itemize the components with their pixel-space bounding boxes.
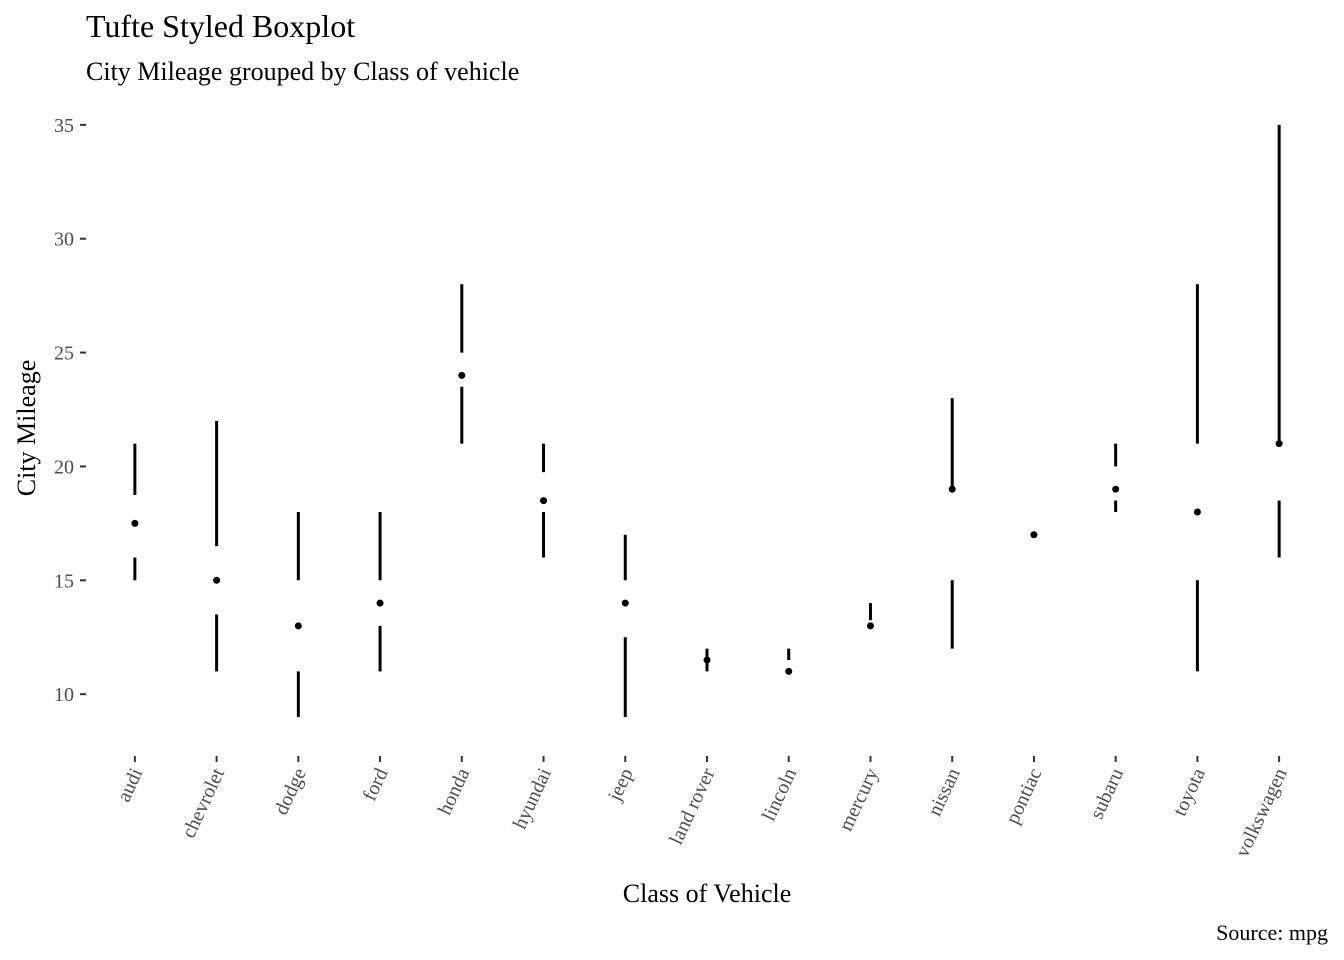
- x-tick-label: nissan: [924, 765, 965, 820]
- box-volkswagen: [1275, 124, 1283, 558]
- box-nissan: [948, 398, 956, 649]
- plot-area: [131, 124, 1283, 717]
- x-tick-label: hyundai: [509, 764, 556, 832]
- x-tick-label: dodge: [270, 765, 311, 819]
- median-point: [294, 622, 302, 630]
- x-tick-label: audi: [113, 764, 148, 805]
- box-hyundai: [540, 443, 548, 558]
- box-toyota: [1193, 284, 1201, 672]
- median-point: [540, 497, 548, 505]
- box-jeep: [621, 534, 629, 717]
- y-tick-label: 30: [54, 229, 74, 251]
- y-tick-label: 15: [54, 570, 74, 592]
- chart-subtitle: City Mileage grouped by Class of vehicle: [86, 57, 519, 86]
- box-honda: [458, 284, 466, 444]
- y-tick-label: 20: [54, 456, 74, 478]
- box-audi: [131, 443, 139, 581]
- x-axis: audi chevrolet dodge ford honda hyundai jeep la…: [113, 756, 1292, 861]
- x-tick-label: jeep: [603, 765, 637, 805]
- x-tick-label: land rover: [665, 765, 720, 849]
- median-point: [1193, 508, 1201, 516]
- box-pontiac: [1030, 531, 1038, 539]
- y-tick-label: 35: [54, 115, 74, 137]
- median-point: [621, 599, 629, 607]
- median-point: [213, 576, 221, 584]
- box-lincoln: [785, 648, 793, 675]
- median-point: [1275, 440, 1283, 448]
- box-subaru: [1112, 443, 1120, 512]
- chart-title: Tufte Styled Boxplot: [86, 8, 355, 44]
- x-tick-label: honda: [434, 765, 475, 819]
- x-tick-label: pontiac: [1002, 765, 1047, 828]
- median-point: [1030, 531, 1038, 539]
- x-tick-label: subaru: [1086, 765, 1128, 823]
- median-point: [866, 622, 874, 630]
- y-tick-label: 25: [54, 343, 74, 365]
- y-tick-label: 10: [54, 684, 74, 706]
- y-axis-title: City Mileage: [12, 360, 41, 496]
- x-tick-label: ford: [359, 765, 393, 805]
- box-ford: [376, 511, 384, 672]
- x-axis-title: Class of Vehicle: [623, 879, 792, 908]
- median-point: [948, 485, 956, 493]
- box-mercury: [866, 603, 874, 630]
- median-point: [131, 519, 139, 527]
- box-land-rover: [703, 648, 711, 672]
- y-axis: 10 15 20 25 30 35: [54, 115, 86, 706]
- chart-caption: Source: mpg: [1216, 920, 1328, 945]
- x-tick-label: volkswagen: [1231, 765, 1291, 861]
- median-point: [1112, 485, 1120, 493]
- x-tick-label: chevrolet: [178, 764, 230, 841]
- x-tick-label: toyota: [1169, 765, 1210, 820]
- median-point: [458, 371, 466, 379]
- median-point: [703, 656, 711, 664]
- x-tick-label: mercury: [835, 765, 883, 835]
- box-dodge: [294, 511, 302, 717]
- x-tick-label: lincoln: [758, 765, 801, 825]
- median-point: [785, 667, 793, 675]
- box-chevrolet: [213, 420, 221, 672]
- median-point: [376, 599, 384, 607]
